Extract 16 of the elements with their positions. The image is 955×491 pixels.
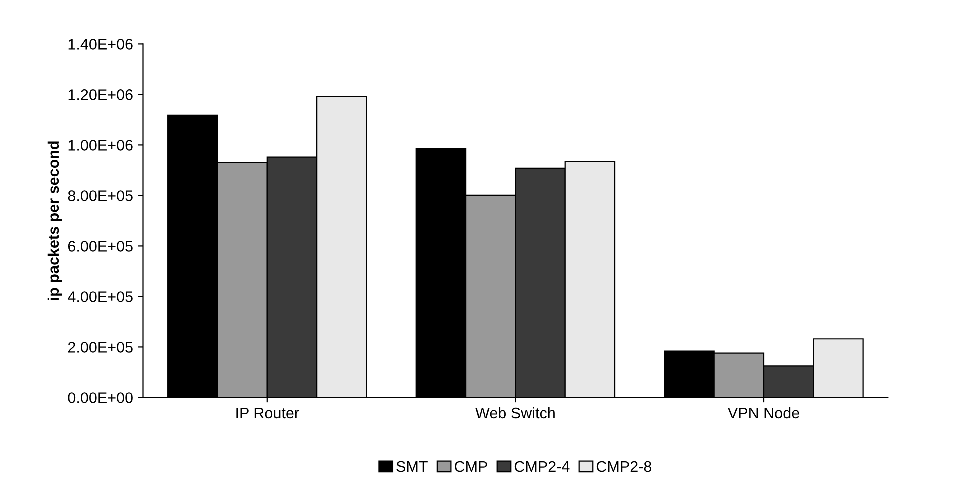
y-tick-label: 2.00E+05 <box>68 342 133 353</box>
y-tick-label: 1.20E+06 <box>68 90 133 100</box>
y-tick-label: 6.00E+05 <box>68 241 133 252</box>
x-tick-label: Web Switch <box>476 407 555 419</box>
x-tick-label: IP Router <box>236 408 300 419</box>
y-tick-label: 4.00E+05 <box>68 292 133 302</box>
legend-label: CMP <box>455 461 488 472</box>
y-tick-label: 1.00E+06 <box>68 140 133 151</box>
legend-label: CMP2-4 <box>514 461 570 472</box>
y-tick-label: 8.00E+05 <box>68 190 133 202</box>
legend-label: SMT <box>396 461 428 472</box>
legend-label: CMP2-8 <box>596 461 652 472</box>
y-tick-label: 0.00E+00 <box>68 392 133 404</box>
y-axis-title: ip packets per second <box>48 142 62 300</box>
y-tick-label: 1.40E+06 <box>68 39 133 50</box>
x-tick-label: VPN Node <box>728 407 800 419</box>
